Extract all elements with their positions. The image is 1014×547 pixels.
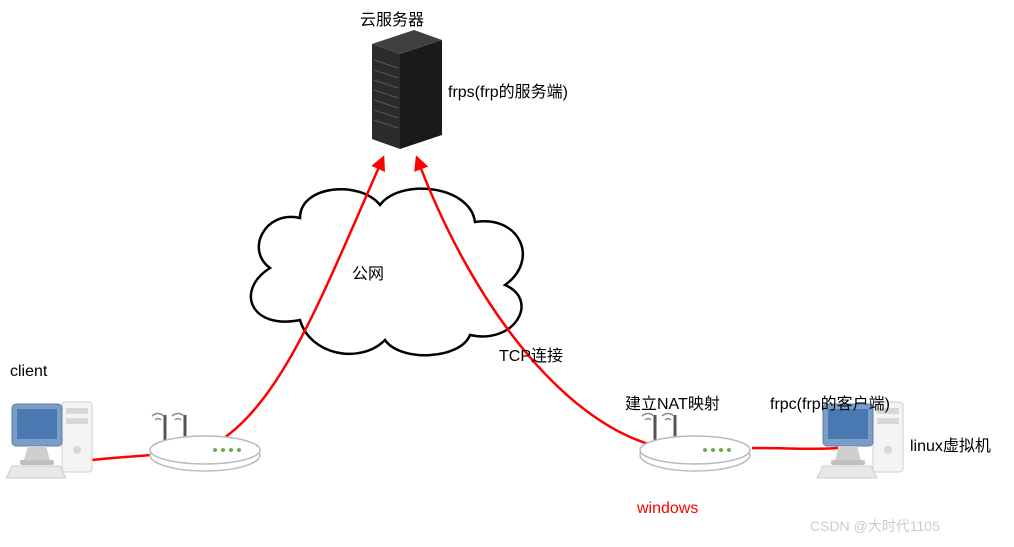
cloud-server-title: 云服务器	[360, 6, 424, 30]
client-label: client	[10, 363, 47, 381]
public-net-label: 公网	[352, 260, 384, 284]
frpc-label: frpc(frp的客户端)	[770, 390, 890, 414]
client-pc-icon	[6, 402, 92, 478]
tcp-conn-label: TCP连接	[499, 342, 563, 366]
router-left-icon	[150, 414, 260, 472]
nat-label: 建立NAT映射	[625, 390, 720, 414]
watermark-text: CSDN @大时代1105	[810, 516, 940, 536]
frps-label: frps(frp的服务端)	[448, 78, 568, 102]
linux-vm-label: linux虚拟机	[910, 432, 991, 456]
cloud-shape	[251, 189, 523, 356]
windows-label: windows	[637, 500, 698, 518]
connection-lines	[92, 158, 838, 460]
router-right-icon	[640, 414, 750, 472]
server-icon	[372, 30, 442, 149]
